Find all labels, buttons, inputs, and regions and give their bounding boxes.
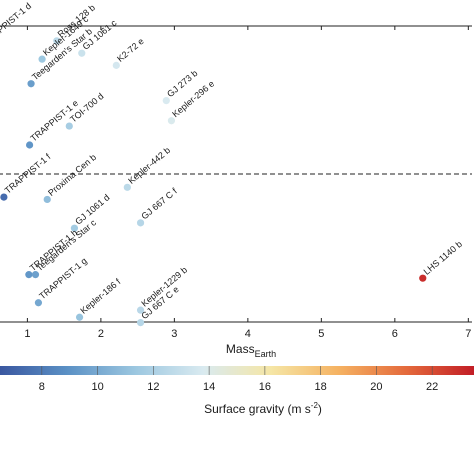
data-point	[419, 274, 427, 282]
colorbar-ticks: 8 10 12 14 16 18 20 22	[39, 366, 438, 393]
colorbar-tick-label: 10	[91, 381, 103, 393]
data-point	[0, 193, 8, 201]
colorbar-tick-label: 18	[315, 381, 327, 393]
data-point	[26, 141, 34, 149]
data-point	[43, 195, 51, 204]
point-label: TRAPPIST-1 f	[3, 151, 53, 195]
colorbar-tick-label: 12	[147, 381, 159, 393]
data-point	[53, 37, 61, 45]
data-point	[70, 224, 79, 232]
point-label: Teegarden's Star c	[34, 217, 98, 273]
data-point	[136, 219, 145, 227]
point-label: K2-72 e	[115, 36, 146, 64]
data-point	[112, 61, 120, 69]
data-point	[136, 318, 145, 327]
colorbar-title-end: )	[318, 402, 322, 416]
colorbar-tick-label: 8	[39, 381, 45, 393]
colorbar-tick-label: 14	[203, 381, 215, 393]
data-point	[27, 80, 35, 88]
colorbar	[0, 366, 474, 375]
data-point	[162, 96, 170, 105]
x-axis-title: MassEarth	[226, 342, 276, 359]
data-point	[25, 271, 33, 279]
x-tick-label: 3	[171, 328, 177, 340]
plot-frame	[0, 25, 472, 323]
x-tick-label: 2	[98, 328, 104, 340]
data-point	[123, 183, 131, 191]
data-points	[0, 37, 427, 327]
point-label: LHS 1140 b	[422, 239, 464, 277]
x-axis-title-main: Mass	[226, 342, 255, 356]
x-axis-title-sub: Earth	[255, 349, 277, 359]
data-point	[78, 49, 86, 57]
point-label: GJ 667 C f	[139, 186, 179, 222]
x-tick-label: 7	[465, 328, 471, 340]
data-point	[34, 299, 43, 307]
colorbar-title: Surface gravity (m s-2)	[204, 401, 322, 416]
point-label: Proxima Cen b	[46, 152, 98, 198]
data-point	[167, 117, 176, 125]
data-point	[38, 55, 46, 63]
x-tick-label: 1	[24, 328, 30, 340]
colorbar-tick-label: 16	[259, 381, 271, 393]
data-point	[136, 306, 145, 314]
x-tick-label: 5	[318, 328, 324, 340]
colorbar-tick-label: 20	[370, 381, 382, 393]
data-point	[75, 313, 84, 321]
x-tick-label: 4	[245, 328, 251, 340]
point-label: Kepler-442 b	[126, 145, 172, 186]
colorbar-title-sup: -2	[311, 401, 319, 410]
colorbar-tick-label: 22	[426, 381, 438, 393]
data-point	[31, 271, 40, 279]
x-axis: 1 2 3 4 5 6 7	[24, 26, 471, 340]
point-label: TRAPPIST-1 d	[0, 1, 33, 47]
x-tick-label: 6	[392, 328, 398, 340]
colorbar-title-main: Surface gravity (m s	[204, 402, 311, 416]
point-label: Kepler-186 f	[78, 276, 122, 315]
data-point	[65, 122, 73, 130]
